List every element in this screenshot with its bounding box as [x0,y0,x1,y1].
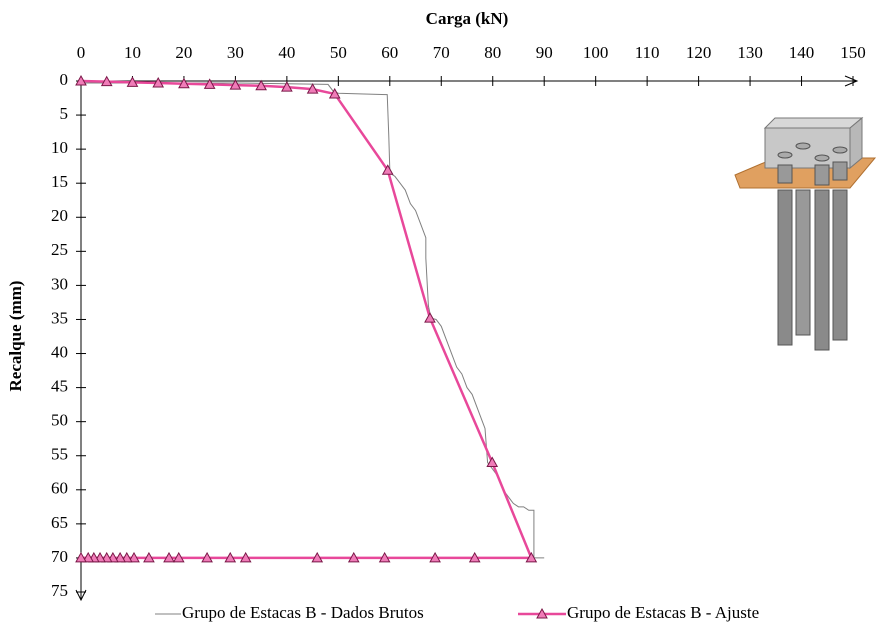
point-marker [178,77,190,89]
point-marker [224,551,237,563]
y-tick-label: 60 [51,479,68,498]
x-axis-title: Carga (kN) [426,9,509,28]
x-tick-label: 10 [124,43,141,62]
point-marker [328,87,341,99]
y-axis-title: Recalque (mm) [6,281,25,392]
x-tick-label: 100 [583,43,609,62]
point-marker [114,551,126,563]
x-tick-label: 80 [484,43,501,62]
x-tick-label: 130 [737,43,763,62]
x-tick-label: 30 [227,43,244,62]
x-tick-label: 60 [381,43,398,62]
point-marker [239,551,252,563]
x-axis-arrow [844,75,859,87]
point-marker [82,551,95,563]
point-marker [429,551,441,563]
point-marker [75,74,87,86]
point-marker [126,76,139,87]
y-tick-label: 10 [51,138,68,157]
y-tick-label: 45 [51,377,68,396]
x-tick-label: 150 [840,43,866,62]
point-marker [424,312,436,323]
series-line [80,79,534,560]
point-marker [229,79,242,90]
point-marker [281,81,293,92]
series-line [81,82,545,559]
point-marker [311,551,324,563]
legend-marker [536,607,548,619]
point-marker [525,551,538,563]
y-tick-label: 5 [60,104,69,123]
pile-illustration [734,116,877,351]
y-tick-label: 15 [51,172,68,191]
x-tick-label: 50 [330,43,347,62]
y-tick-label: 20 [51,206,68,225]
point-marker [255,79,267,91]
x-tick-label: 70 [433,43,450,62]
point-marker [347,551,360,563]
x-tick-label: 0 [77,43,86,62]
point-marker [75,551,87,563]
point-marker [152,77,165,88]
point-marker [468,551,481,563]
y-tick-label: 35 [51,308,68,327]
point-marker [378,551,391,563]
point-marker [172,551,185,563]
y-tick-label: 50 [51,411,68,430]
point-marker [381,164,394,175]
x-tick-label: 140 [789,43,815,62]
point-marker [486,456,499,468]
y-axis-arrow [75,589,87,602]
y-tick-label: 65 [51,513,68,532]
y-tick-label: 0 [60,70,69,89]
x-tick-label: 40 [278,43,295,62]
point-marker [203,78,216,89]
legend-label: Grupo de Estacas B - Ajuste [567,603,759,622]
y-tick-label: 55 [51,445,68,464]
point-marker [306,83,319,94]
point-marker [143,551,155,563]
point-marker [128,551,140,563]
y-tick-label: 75 [51,581,68,600]
point-marker [163,551,175,563]
x-tick-label: 110 [635,43,660,62]
y-tick-label: 30 [51,274,68,293]
y-tick-label: 70 [51,547,68,566]
x-tick-label: 120 [686,43,712,62]
x-tick-label: 20 [175,43,192,62]
point-marker [201,551,213,563]
y-tick-label: 25 [51,240,68,259]
point-marker [100,75,113,87]
x-tick-label: 90 [536,43,553,62]
y-tick-label: 40 [51,342,68,361]
legend-label: Grupo de Estacas B - Dados Brutos [182,603,424,622]
